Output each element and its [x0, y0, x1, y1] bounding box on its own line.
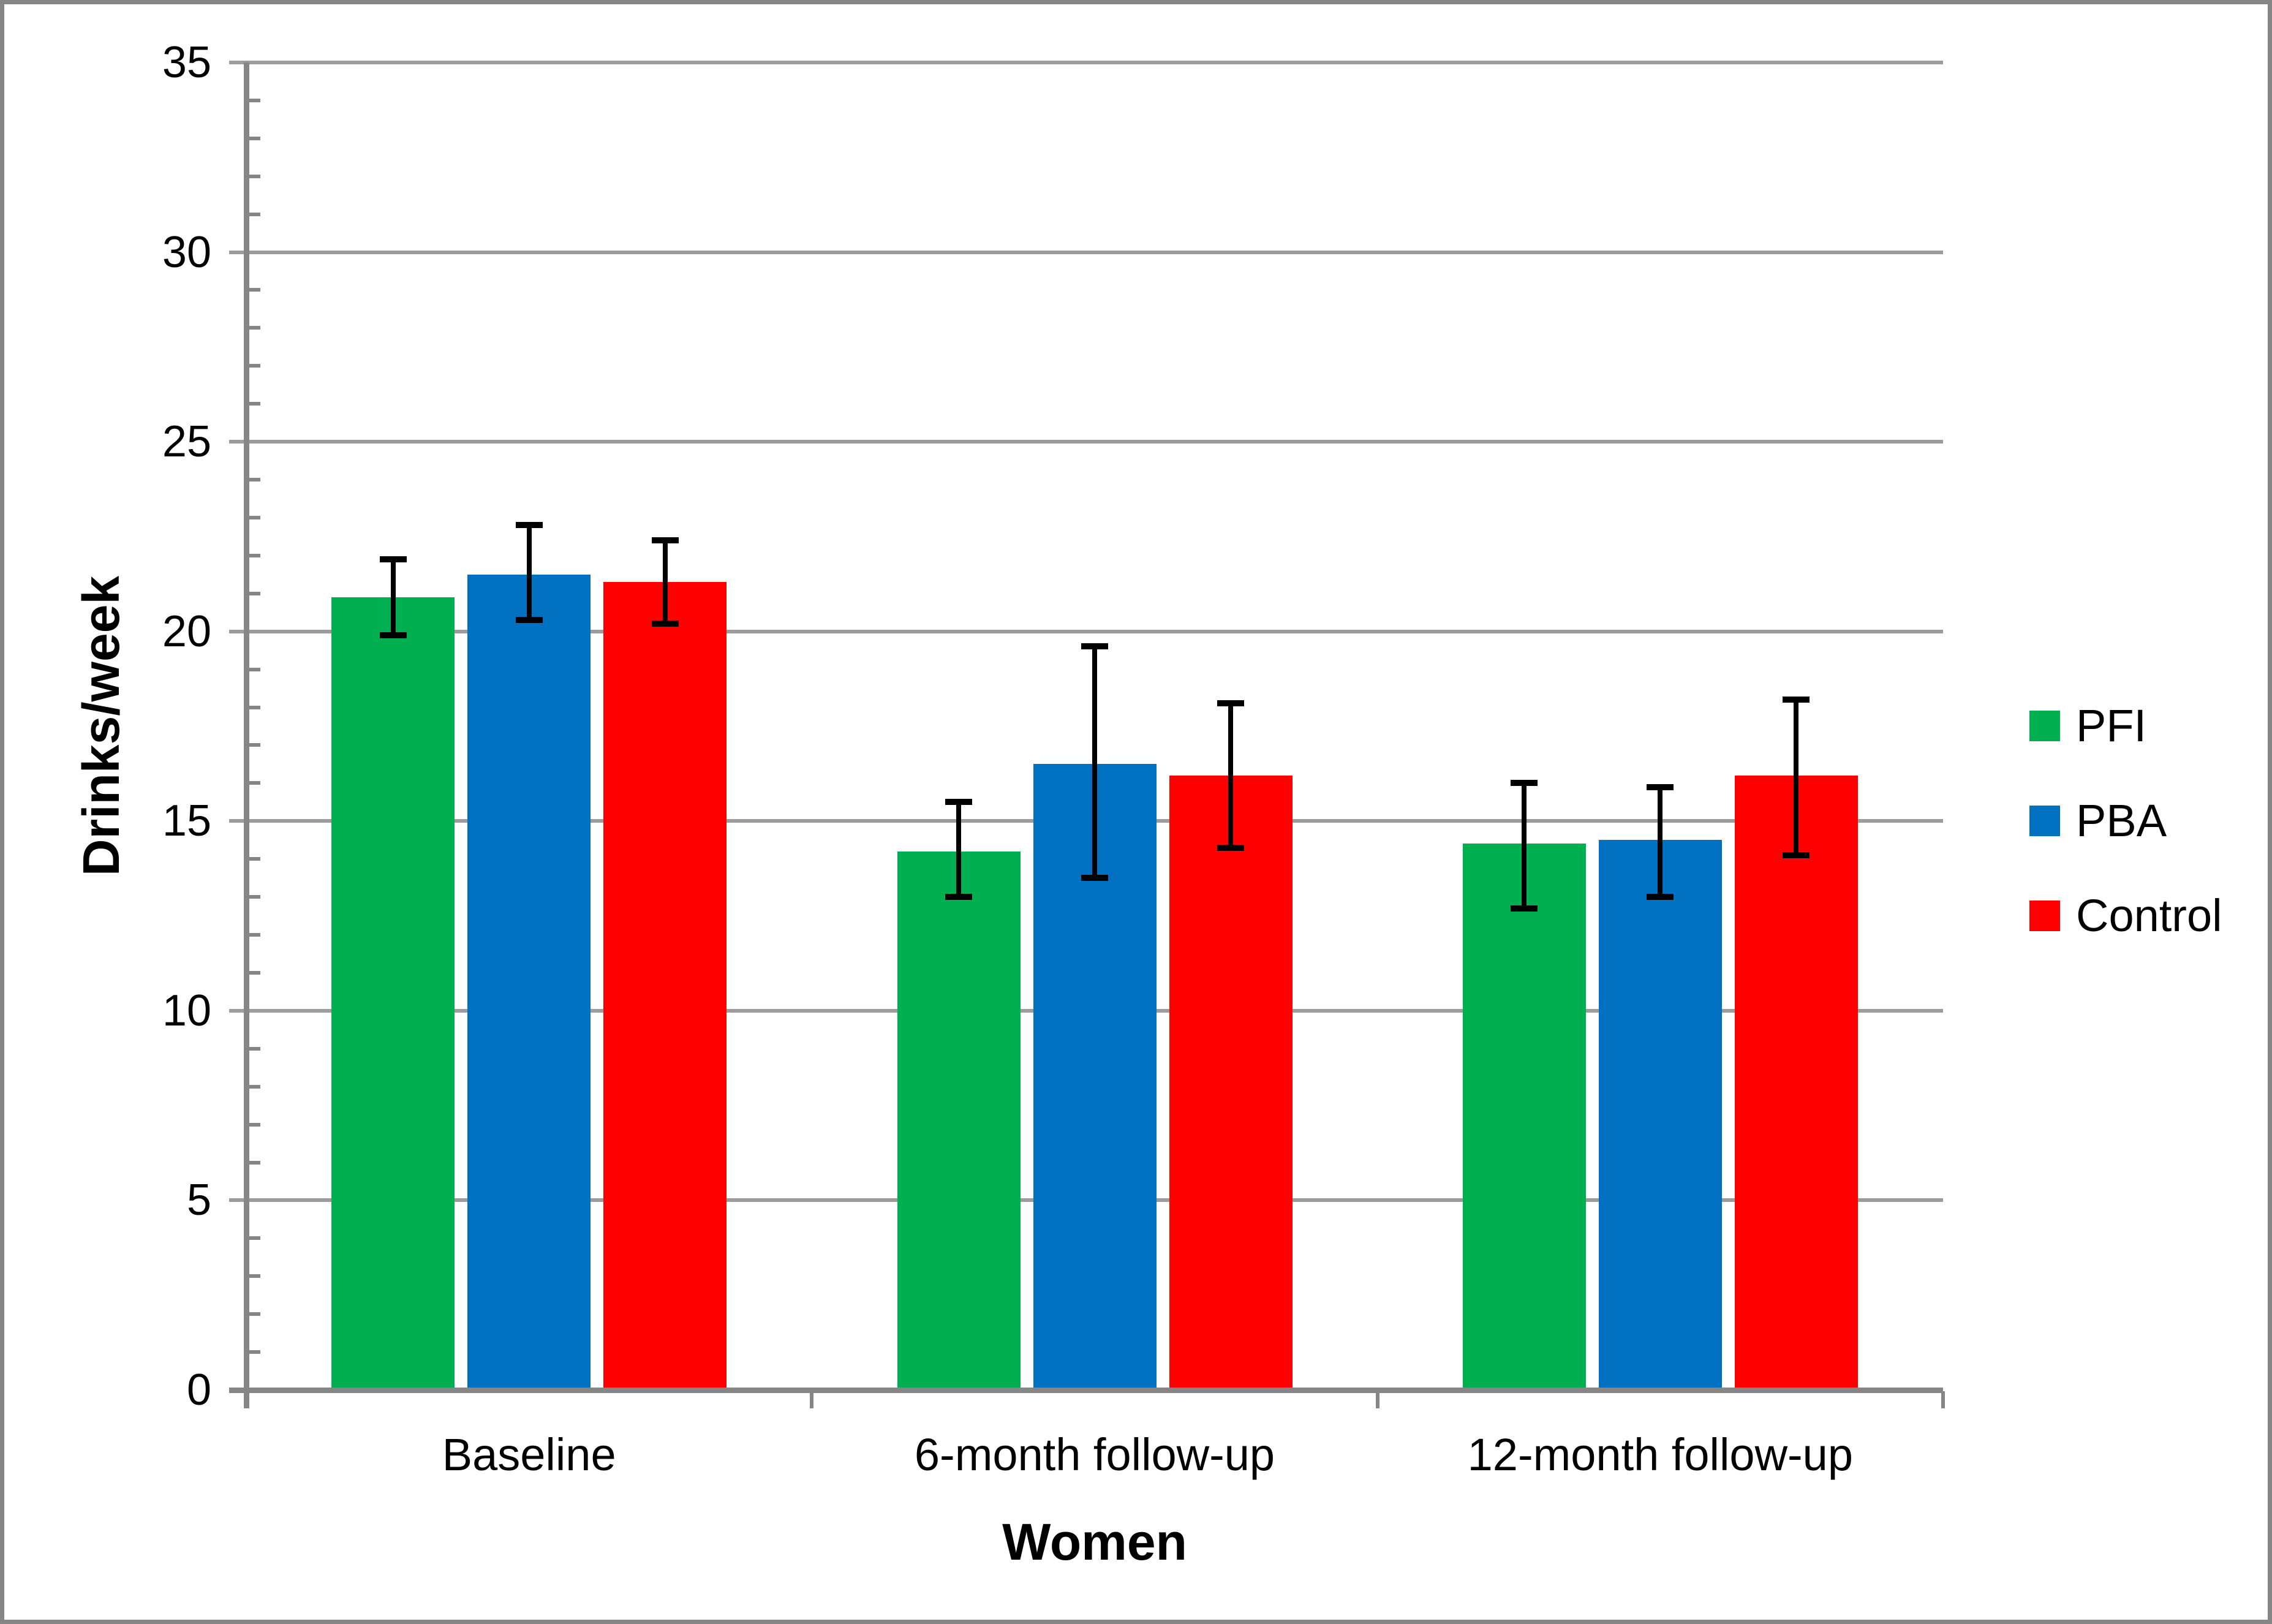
- errorbar-cap-top-Control-6-month follow-up: [1217, 700, 1244, 707]
- bar-PFI-12-month follow-up: [1462, 844, 1586, 1390]
- bar-PBA-Baseline: [467, 574, 591, 1390]
- y-minor-tick: [249, 1084, 260, 1089]
- bar-Control-6-month follow-up: [1169, 775, 1293, 1390]
- errorbar-cap-bottom-PBA-Baseline: [515, 617, 543, 624]
- x-axis-line: [229, 1388, 1943, 1393]
- errorbar-cap-bottom-PBA-12-month follow-up: [1647, 894, 1674, 901]
- y-minor-tick: [249, 743, 260, 747]
- gridline-25: [229, 440, 1943, 444]
- y-minor-tick: [249, 591, 260, 595]
- x-tick: [1375, 1391, 1379, 1408]
- y-minor-tick: [249, 857, 260, 861]
- y-tick-label: 0: [186, 1365, 211, 1414]
- y-minor-tick: [249, 98, 260, 102]
- bar-PFI-Baseline: [331, 597, 455, 1390]
- errorbar-line-Control-6-month follow-up: [1228, 703, 1233, 848]
- y-minor-tick: [249, 1046, 260, 1051]
- errorbar-cap-top-Control-Baseline: [651, 537, 679, 544]
- y-tick-label: 25: [162, 417, 211, 467]
- y-minor-tick: [249, 326, 260, 330]
- y-tick-label: 20: [162, 606, 211, 656]
- legend-swatch-icon: [2029, 901, 2060, 931]
- y-minor-tick: [249, 553, 260, 557]
- errorbar-line-Control-Baseline: [662, 540, 668, 624]
- legend-label: PBA: [2076, 795, 2167, 846]
- x-category-label: 12-month follow-up: [1467, 1429, 1853, 1480]
- errorbar-cap-top-PBA-12-month follow-up: [1647, 784, 1674, 790]
- gridline-20: [229, 629, 1943, 633]
- y-tick-label: 30: [162, 227, 211, 277]
- x-category-label: 6-month follow-up: [914, 1429, 1275, 1480]
- y-minor-tick: [249, 515, 260, 519]
- y-minor-tick: [249, 970, 260, 975]
- legend-item-PFI: PFI: [2029, 698, 2146, 754]
- y-minor-tick: [249, 1122, 260, 1127]
- y-minor-tick: [249, 174, 260, 178]
- bar-PFI-6-month follow-up: [897, 851, 1021, 1390]
- legend-item-PBA: PBA: [2029, 793, 2167, 849]
- y-minor-tick: [249, 667, 260, 671]
- y-minor-tick: [249, 933, 260, 937]
- legend-swatch-icon: [2029, 711, 2060, 741]
- y-axis-title: Drinks/week: [72, 575, 130, 877]
- errorbar-cap-top-PFI-12-month follow-up: [1511, 780, 1538, 787]
- legend-label: PFI: [2076, 700, 2147, 751]
- y-axis-line: [244, 62, 249, 1408]
- y-tick-label: 10: [162, 986, 211, 1035]
- errorbar-cap-top-PBA-Baseline: [515, 522, 543, 529]
- errorbar-cap-bottom-PBA-6-month follow-up: [1081, 875, 1108, 882]
- y-minor-tick: [249, 288, 260, 292]
- y-minor-tick: [249, 136, 260, 140]
- y-tick-label: 5: [186, 1176, 211, 1225]
- legend-item-Control: Control: [2029, 888, 2222, 944]
- errorbar-line-PFI-6-month follow-up: [956, 802, 961, 897]
- errorbar-cap-bottom-PFI-12-month follow-up: [1511, 905, 1538, 912]
- y-minor-tick: [249, 402, 260, 406]
- errorbar-cap-top-PFI-Baseline: [379, 556, 407, 563]
- errorbar-cap-top-PBA-6-month follow-up: [1081, 643, 1108, 650]
- y-minor-tick: [249, 478, 260, 482]
- y-minor-tick: [249, 781, 260, 785]
- gridline-35: [229, 61, 1943, 64]
- errorbar-cap-top-Control-12-month follow-up: [1783, 697, 1810, 703]
- y-minor-tick: [249, 1274, 260, 1278]
- errorbar-cap-bottom-Control-Baseline: [651, 621, 679, 627]
- bar-PBA-12-month follow-up: [1598, 840, 1722, 1390]
- plot-area: 0 5 10 15 20 25 30 35 Baseline 6-month follow-up 1…: [4, 4, 2268, 1620]
- x-axis-title: Women: [1002, 1513, 1187, 1571]
- errorbar-cap-bottom-PFI-Baseline: [379, 632, 407, 638]
- y-minor-tick: [249, 212, 260, 216]
- y-tick-label: 35: [162, 38, 211, 87]
- errorbar-cap-bottom-PFI-6-month follow-up: [945, 894, 972, 901]
- errorbar-line-Control-12-month follow-up: [1794, 700, 1799, 855]
- errorbar-cap-bottom-Control-6-month follow-up: [1217, 844, 1244, 851]
- errorbar-cap-top-PFI-6-month follow-up: [945, 799, 972, 806]
- y-minor-tick: [249, 1350, 260, 1354]
- gridline-30: [229, 250, 1943, 254]
- y-minor-tick: [249, 895, 260, 899]
- x-tick: [1941, 1391, 1945, 1408]
- y-minor-tick: [249, 705, 260, 709]
- errorbar-cap-bottom-Control-12-month follow-up: [1783, 852, 1810, 858]
- errorbar-line-PFI-Baseline: [390, 559, 396, 635]
- bar-Control-12-month follow-up: [1734, 775, 1858, 1390]
- y-minor-tick: [249, 1160, 260, 1165]
- y-minor-tick: [249, 1236, 260, 1241]
- y-minor-tick: [249, 364, 260, 368]
- legend-label: Control: [2076, 890, 2222, 941]
- errorbar-line-PFI-12-month follow-up: [1522, 783, 1527, 908]
- y-minor-tick: [249, 1312, 260, 1316]
- bar-Control-Baseline: [603, 582, 727, 1390]
- legend-swatch-icon: [2029, 806, 2060, 836]
- errorbar-line-PBA-6-month follow-up: [1092, 646, 1097, 878]
- y-tick-label: 15: [162, 796, 211, 846]
- errorbar-line-PBA-Baseline: [526, 525, 532, 621]
- errorbar-line-PBA-12-month follow-up: [1658, 787, 1663, 897]
- x-category-label: Baseline: [442, 1429, 616, 1480]
- x-tick: [810, 1391, 814, 1408]
